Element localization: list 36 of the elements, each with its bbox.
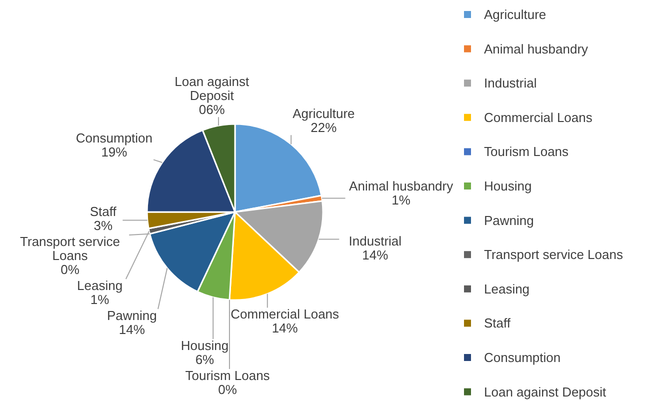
legend-label: Tourism Loans bbox=[484, 144, 570, 160]
legend-label: Consumption bbox=[484, 350, 561, 365]
data-label: 1% bbox=[90, 292, 110, 307]
data-label: 14% bbox=[272, 320, 298, 336]
data-label: 14% bbox=[362, 247, 389, 262]
slice-label: Commercial Loans bbox=[230, 306, 340, 322]
category-label: Tourism Loans bbox=[185, 368, 270, 383]
legend-label: Housing bbox=[484, 178, 532, 194]
slice-label: Animal husbandry bbox=[349, 178, 454, 194]
legend-label: Animal husbandry bbox=[484, 41, 589, 56]
legend-label: Agriculture bbox=[484, 7, 546, 22]
legend-label: Staff bbox=[484, 316, 511, 331]
slice-label: Pawning bbox=[106, 308, 157, 323]
slice-label: Loan against Deposit bbox=[174, 74, 250, 104]
data-label: 14% bbox=[118, 322, 146, 337]
data-label: 06% bbox=[198, 102, 226, 118]
slice-label: Agriculture bbox=[292, 106, 355, 122]
data-label: 3% bbox=[94, 218, 113, 233]
data-label: 19% bbox=[101, 144, 128, 160]
slice-label: Consumption bbox=[76, 130, 153, 146]
legend-label: Pawning bbox=[484, 212, 534, 228]
slice-label: Housing bbox=[180, 338, 229, 353]
text: 0% bbox=[60, 262, 80, 277]
category-label: Transport service Loans bbox=[20, 234, 120, 263]
data-label: 22% bbox=[310, 120, 338, 136]
legend-label: Transport service Loans bbox=[484, 247, 624, 262]
legend-label: Industrial bbox=[484, 76, 537, 91]
legend-label: Commercial Loans bbox=[484, 110, 593, 125]
slice-label: Industrial bbox=[348, 233, 402, 248]
data-label: 1% bbox=[392, 192, 411, 208]
slice-label: Leasing bbox=[77, 278, 123, 293]
legend-label: Leasing bbox=[484, 281, 530, 296]
data-label: 6% bbox=[195, 352, 215, 367]
legend-label: Loan against Deposit bbox=[484, 384, 607, 400]
slice-label: Staff bbox=[90, 204, 117, 219]
text: 0% bbox=[218, 382, 237, 397]
